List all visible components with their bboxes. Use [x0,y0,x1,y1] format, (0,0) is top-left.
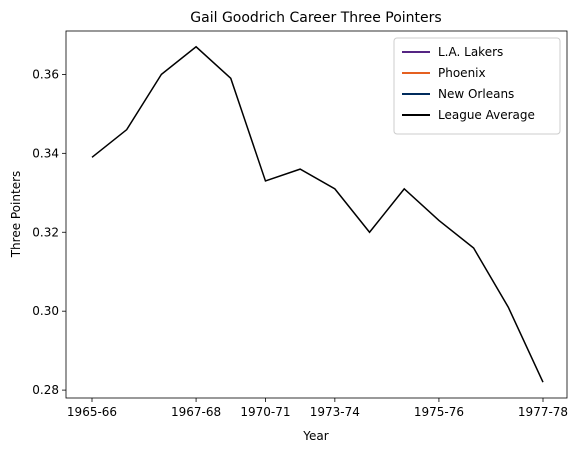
y-tick-label: 0.28 [32,383,59,397]
legend-box [393,37,561,135]
x-tick-label: 1973-74 [310,405,360,419]
y-tick-label: 0.34 [32,146,59,160]
legend-label: L.A. Lakers [438,45,503,59]
x-tick-label: 1970-71 [240,405,290,419]
series-line [91,45,544,383]
x-axis-label: Year [302,429,328,443]
plot-frame [65,30,568,399]
legend-label: League Average [438,108,535,122]
x-tick-label: 1967-68 [171,405,221,419]
legend: L.A. Lakers Phoenix New Orleans League Aver… [393,37,561,135]
y-tick-label: 0.36 [32,67,59,81]
legend-label: Phoenix [438,66,486,80]
y-axis-label: Three Pointers [9,171,23,259]
x-tick-label: 1975-76 [414,405,464,419]
x-tick-label: 1977-78 [518,405,568,419]
x-tick-label: 1965-66 [67,405,117,419]
legend-label: New Orleans [438,87,514,101]
chart-title: Gail Goodrich Career Three Pointers [190,10,441,26]
y-tick-label: 0.32 [32,225,59,239]
y-tick-label: 0.30 [32,304,59,318]
